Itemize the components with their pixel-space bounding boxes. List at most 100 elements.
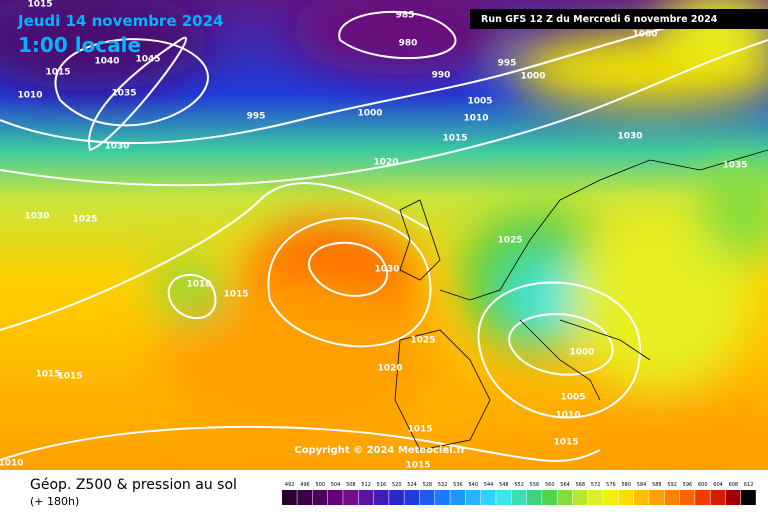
- legend-swatch: [450, 490, 466, 505]
- legend-swatch: [741, 490, 756, 505]
- run: Run GFS 12 Z du Mercredi 6 novembre 2024: [481, 14, 718, 25]
- isobar-label: 990: [432, 71, 451, 81]
- legend-label: 496: [300, 482, 310, 488]
- legend-label: 544: [484, 482, 494, 488]
- legend-label: 564: [560, 482, 570, 488]
- isobar-label: 1015: [405, 461, 430, 471]
- legend-label: 580: [621, 482, 631, 488]
- legend-label: 508: [346, 482, 356, 488]
- date: Jeudi 14 novembre 2024: [17, 12, 223, 30]
- isobar-label: 995: [498, 59, 517, 69]
- isobar-label: 1000: [357, 109, 382, 119]
- legend-swatch: [664, 490, 680, 505]
- legend-label: 612: [744, 482, 754, 488]
- isobar-label: 1035: [722, 161, 747, 171]
- isobar-label: 1025: [72, 215, 97, 225]
- isobar-label: 1035: [111, 89, 136, 99]
- isobar-label: 1015: [27, 0, 52, 10]
- legend-swatch: [649, 490, 664, 505]
- legend-swatch: [343, 490, 358, 505]
- isobar-label: 1010: [17, 91, 42, 101]
- isobar-label: 1020: [373, 158, 398, 168]
- legend-swatch: [404, 490, 420, 505]
- isobar-label: 980: [399, 39, 418, 49]
- legend-label: 532: [438, 482, 448, 488]
- footer-lead: (+ 180h): [30, 495, 79, 508]
- legend-label: 600: [698, 482, 708, 488]
- legend-label: 492: [285, 482, 295, 488]
- legend-label: 500: [315, 482, 325, 488]
- isobar-label: 1015: [223, 290, 248, 300]
- isobar-label: 1000: [520, 72, 545, 82]
- isobar-label: 1015: [57, 372, 82, 382]
- isobar-label: 1005: [467, 97, 492, 107]
- legend-label: 560: [545, 482, 555, 488]
- legend-swatch: [633, 490, 649, 505]
- coastlines: [394, 149, 768, 451]
- legend-swatch: [312, 490, 328, 505]
- legend-swatch: [618, 490, 634, 505]
- legend-swatch: [435, 490, 450, 505]
- isobar-label: 1020: [377, 364, 402, 374]
- time: 1:00 locale: [18, 33, 141, 57]
- legend-swatch: [557, 490, 573, 505]
- legend: 492 496 500 504 508 512 516 520 524 528 532 536 540 5…: [282, 482, 756, 505]
- legend-swatch: [327, 490, 343, 505]
- isobar-label: 1015: [442, 134, 467, 144]
- legend-swatch: [725, 490, 741, 505]
- legend-swatch: [542, 490, 557, 505]
- legend-label: 608: [729, 482, 739, 488]
- isobar-label: 1010: [0, 459, 24, 469]
- isobar-label: 1015: [45, 68, 70, 78]
- legend-swatch: [511, 490, 527, 505]
- legend-label: 548: [499, 482, 509, 488]
- legend-swatch: [572, 490, 588, 505]
- legend-swatch: [710, 490, 726, 505]
- isobar-label: 1015: [553, 438, 578, 448]
- legend-label: 584: [637, 482, 647, 488]
- isobar-label: 1010: [555, 411, 580, 421]
- legend-label: 512: [361, 482, 371, 488]
- legend-swatch: [419, 490, 435, 505]
- legend-swatch: [695, 490, 710, 505]
- legend-label: 572: [591, 482, 601, 488]
- isobar-label: 1000: [569, 348, 594, 358]
- footer-title: Géop. Z500 & pression au sol: [30, 477, 237, 493]
- isobar-label: 1030: [24, 212, 49, 222]
- isobar-label: 1010: [463, 114, 488, 124]
- legend-swatch: [496, 490, 511, 505]
- legend-label: 552: [514, 482, 524, 488]
- isobar-label: 1030: [374, 265, 399, 275]
- copyright: Copyright © 2024 Meteociel.fr: [294, 445, 465, 456]
- legend-swatch: [358, 490, 374, 505]
- isobar-label: 1025: [497, 236, 522, 246]
- isobar-label: 1040: [94, 57, 119, 67]
- legend-label: 520: [392, 482, 402, 488]
- isobar-label: 1015: [35, 370, 60, 380]
- legend-swatch: [603, 490, 619, 505]
- legend-label: 604: [713, 482, 723, 488]
- legend-label: 556: [530, 482, 540, 488]
- legend-swatch: [297, 490, 313, 505]
- legend-swatch: [465, 490, 481, 505]
- run-box: [470, 9, 768, 29]
- legend-label: 592: [667, 482, 677, 488]
- legend-swatch: [480, 490, 496, 505]
- isobars: [0, 10, 768, 462]
- isobar-label: 995: [247, 112, 266, 122]
- isobar-label: 1025: [410, 336, 435, 346]
- legend-swatch: [526, 490, 542, 505]
- legend-label: 504: [331, 482, 341, 488]
- isobar-label: 1000: [632, 30, 657, 40]
- isobar-label: 1005: [560, 393, 585, 403]
- legend-swatch: [588, 490, 603, 505]
- legend-label: 596: [683, 482, 693, 488]
- legend-swatch: [282, 490, 297, 505]
- isobar-label: 1030: [617, 132, 642, 142]
- legend-label: 568: [576, 482, 586, 488]
- legend-label: 516: [377, 482, 387, 488]
- legend-swatch: [389, 490, 404, 505]
